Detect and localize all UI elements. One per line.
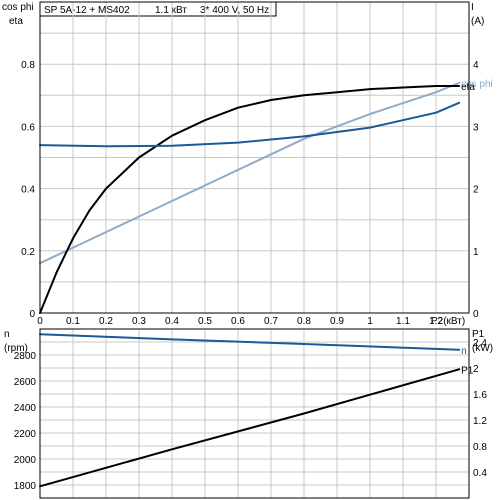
x-tick-label-5: 0.5	[198, 316, 212, 327]
bottom-left-tick-label-5: 2800	[14, 351, 37, 362]
bottom-gridlines	[39, 329, 469, 498]
top-right-axis-label-2: (A)	[471, 16, 484, 27]
bottom-left-tick-label-2: 2200	[14, 429, 37, 440]
top-plot-frame	[39, 1, 470, 314]
bottom-left-axis-label-2: (rpm)	[4, 343, 28, 354]
top-right-tick-label-4: 4	[473, 60, 479, 71]
x-tick-label-4: 0.4	[165, 316, 179, 327]
x-tick-label-6: 0.6	[231, 316, 245, 327]
x-tick-label-10: 1	[367, 316, 373, 327]
top-left-tick-label-0: 0	[29, 309, 35, 320]
x-tick-label-2: 0.2	[99, 316, 113, 327]
bottom-right-axis-label-2: (kW)	[472, 343, 493, 354]
tick-labels: 0 0.1 0.2 0.3 0.4 0.5 0.6 0.7 0.8 0.9 1 1.1 1.2 0 0.2 0…	[14, 60, 488, 492]
top-left-tick-label-3: 0.6	[21, 122, 35, 133]
series-label-1-0: n	[461, 346, 467, 357]
x-tick-label-12: 1.2	[429, 316, 443, 327]
bottom-left-tick-label-0: 1800	[14, 481, 37, 492]
bottom-right-tick-label-5: 2.4	[473, 338, 487, 349]
series-label-0-1: eta	[461, 82, 475, 93]
x-tick-label-0: 0	[37, 316, 43, 327]
top-right-tick-label-0: 0	[473, 309, 479, 320]
top-left-axis-label-2: eta	[9, 16, 23, 27]
header-model: SP 5A-12 + MS402	[44, 5, 130, 16]
top-gridlines	[39, 1, 469, 313]
series-line-1-0	[39, 333, 461, 351]
header-supply: 3* 400 V, 50 Hz	[200, 5, 269, 16]
bottom-right-tick-label-3: 1.6	[473, 390, 487, 401]
top-left-tick-label-2: 0.4	[21, 185, 35, 196]
top-left-tick-label-4: 0.8	[21, 60, 35, 71]
top-right-axis-label-1: I	[471, 2, 474, 13]
bottom-left-tick-label-1: 2000	[14, 455, 37, 466]
x-tick-label-3: 0.3	[132, 316, 146, 327]
x-tick-label-9: 0.9	[330, 316, 344, 327]
series-line-0-0	[39, 81, 461, 265]
bottom-right-tick-label-2: 1.2	[473, 416, 487, 427]
top-left-tick-label-1: 0.2	[21, 247, 35, 258]
series-label-0-0: cos phi	[461, 79, 493, 90]
header-power: 1.1 кВт	[155, 5, 187, 16]
top-right-tick-label-3: 3	[473, 122, 479, 133]
series-line-0-2	[39, 101, 461, 148]
x-tick-label-7: 0.7	[264, 316, 278, 327]
bottom-right-tick-label-0: 0.4	[473, 468, 487, 479]
series-line-0-1	[39, 85, 461, 314]
x-tick-label-1: 0.1	[66, 316, 80, 327]
x-axis-label: P2(кВт)	[431, 316, 465, 327]
x-tick-label-8: 0.8	[297, 316, 311, 327]
bottom-left-tick-label-3: 2400	[14, 403, 37, 414]
bottom-right-axis-label-1: P1	[472, 329, 485, 340]
bottom-left-tick-label-4: 2600	[14, 377, 37, 388]
series-line-1-1	[39, 368, 461, 488]
top-right-tick-label-1: 1	[473, 247, 479, 258]
series-label-1-1: P1	[461, 365, 474, 376]
bottom-right-tick-label-4: 2	[473, 364, 479, 375]
x-tick-label-11: 1.1	[396, 316, 410, 327]
top-left-axis-label-1: cos phi	[2, 2, 34, 13]
bottom-plot-frame	[39, 328, 470, 499]
bottom-left-axis-label-1: n	[4, 329, 10, 340]
top-right-tick-label-2: 2	[473, 185, 479, 196]
bottom-right-tick-label-1: 0.8	[473, 442, 487, 453]
